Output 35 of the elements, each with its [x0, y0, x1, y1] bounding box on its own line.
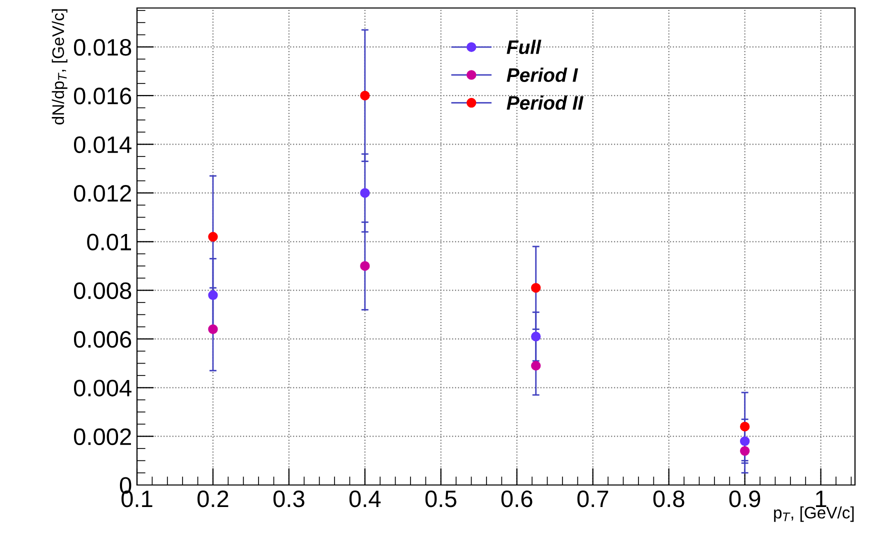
y-tick-label: 0.01 [87, 234, 131, 250]
point [531, 283, 541, 293]
point [208, 324, 218, 334]
point [531, 360, 541, 371]
point [531, 332, 541, 342]
x-tick-label: 0.8 [653, 490, 684, 508]
point [360, 261, 370, 271]
x-tick-label: 0.5 [425, 490, 456, 508]
point [740, 446, 750, 456]
y-tick-label: 0.002 [74, 428, 131, 446]
point [208, 290, 218, 300]
x-tick-label: 0.3 [273, 490, 304, 508]
x-axis-title: p$_{T}$, [GeV/c] [774, 506, 854, 522]
y-axis-title: dN/dp$_{T}$, [GeV/c] [52, 9, 68, 124]
point [740, 436, 750, 446]
legend-label: Period II [506, 96, 584, 110]
point [208, 232, 218, 242]
x-tick-label: 0.9 [729, 490, 760, 508]
x-tick-label: 0.7 [577, 490, 608, 508]
y-tick-label: 0.012 [74, 185, 131, 202]
y-tick-label: 0.014 [74, 136, 132, 154]
x-tick-label: 0.6 [501, 490, 532, 508]
y-tick-label: 0.008 [74, 282, 132, 300]
y-tick-label: 0.016 [74, 88, 132, 104]
point [360, 90, 370, 100]
legend-label: Full [506, 40, 542, 54]
point [360, 188, 370, 198]
point [740, 422, 750, 432]
x-tick-label: 1 [816, 490, 826, 507]
legend-label: Period I [506, 68, 578, 82]
y-tick-label: 0.004 [74, 380, 132, 396]
y-tick-label: 0.018 [74, 39, 132, 56]
x-tick-label: 0.2 [197, 490, 228, 508]
y-tick-label: 0.006 [74, 331, 132, 348]
x-tick-label: 0.4 [349, 490, 381, 508]
